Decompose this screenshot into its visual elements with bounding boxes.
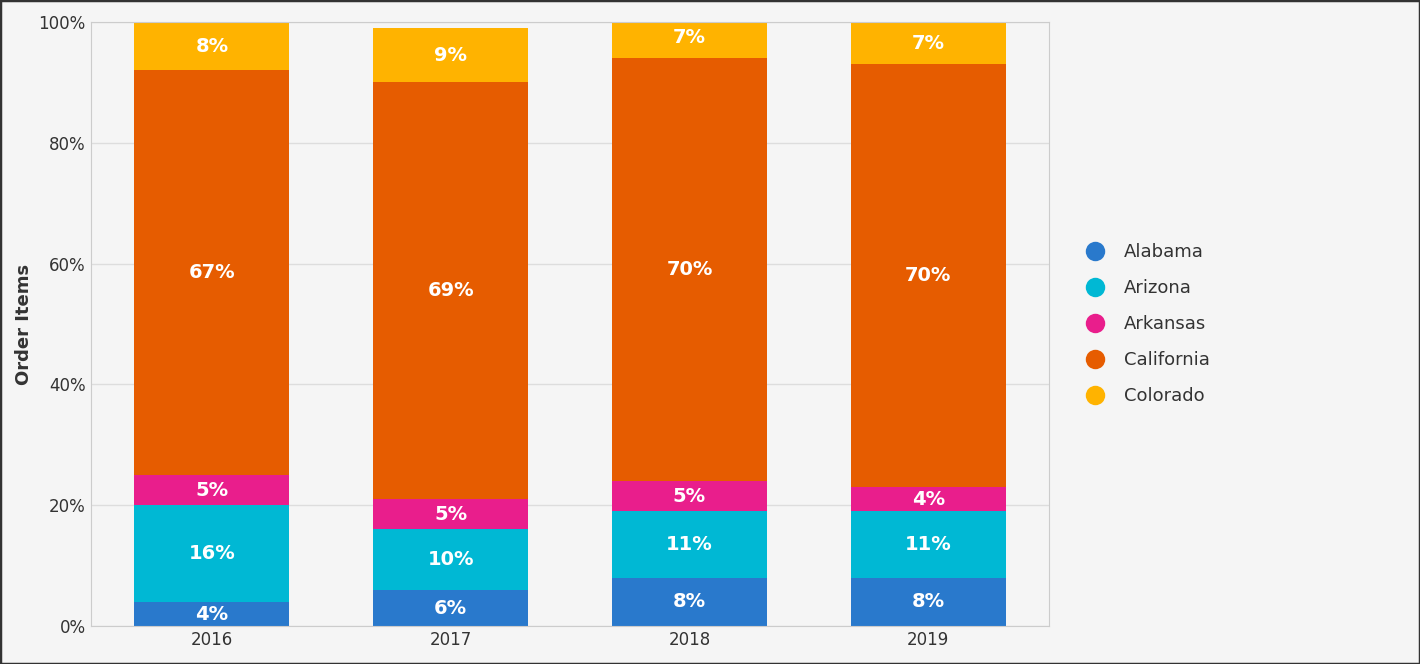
Text: 67%: 67%	[189, 263, 236, 282]
Bar	[373, 499, 528, 529]
Text: 7%: 7%	[912, 34, 944, 52]
Bar	[612, 578, 767, 626]
Bar	[373, 529, 528, 590]
Bar	[135, 602, 290, 626]
Text: 8%: 8%	[912, 592, 944, 612]
Text: 4%: 4%	[912, 490, 944, 509]
Text: 16%: 16%	[189, 544, 236, 563]
Bar	[373, 590, 528, 626]
Text: 6%: 6%	[435, 598, 467, 618]
Text: 70%: 70%	[666, 260, 713, 279]
Text: 8%: 8%	[673, 592, 706, 612]
Bar	[612, 511, 767, 578]
Text: 11%: 11%	[666, 535, 713, 554]
Bar	[373, 28, 528, 82]
Text: 5%: 5%	[196, 481, 229, 500]
Legend: Alabama, Arizona, Arkansas, California, Colorado: Alabama, Arizona, Arkansas, California, …	[1068, 234, 1218, 414]
Text: 11%: 11%	[905, 535, 951, 554]
Bar	[373, 82, 528, 499]
Bar	[135, 505, 290, 602]
Bar	[135, 22, 290, 70]
Bar	[135, 475, 290, 505]
Text: 69%: 69%	[427, 282, 474, 300]
Text: 8%: 8%	[196, 37, 229, 56]
Bar	[851, 22, 1005, 64]
Text: 9%: 9%	[435, 46, 467, 64]
Text: 4%: 4%	[196, 604, 229, 623]
Text: 10%: 10%	[427, 550, 474, 569]
Text: 70%: 70%	[905, 266, 951, 286]
Bar	[851, 487, 1005, 511]
Text: 7%: 7%	[673, 28, 706, 46]
Bar	[612, 58, 767, 481]
Text: 5%: 5%	[435, 505, 467, 524]
Y-axis label: Order Items: Order Items	[16, 264, 33, 384]
Bar	[612, 16, 767, 58]
Bar	[135, 70, 290, 475]
Bar	[612, 481, 767, 511]
Bar	[851, 578, 1005, 626]
Bar	[851, 64, 1005, 487]
Text: 5%: 5%	[673, 487, 706, 506]
Bar	[851, 511, 1005, 578]
